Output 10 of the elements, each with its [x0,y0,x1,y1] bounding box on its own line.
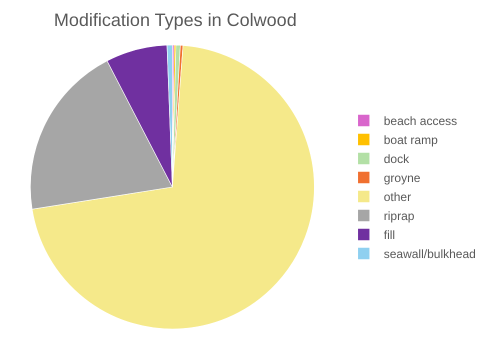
legend-label: fill [384,228,396,242]
legend-label: riprap [384,209,415,224]
chart-title: Modification Types in Colwood [54,10,297,30]
legend-label: groyne [384,171,421,186]
pie-slice [32,45,315,330]
legend-label: dock [384,152,410,166]
legend-label: other [384,190,412,204]
legend-label: seawall/bulkhead [384,247,476,262]
legend-label: beach access [384,114,458,128]
legend-label: boat ramp [384,133,438,148]
